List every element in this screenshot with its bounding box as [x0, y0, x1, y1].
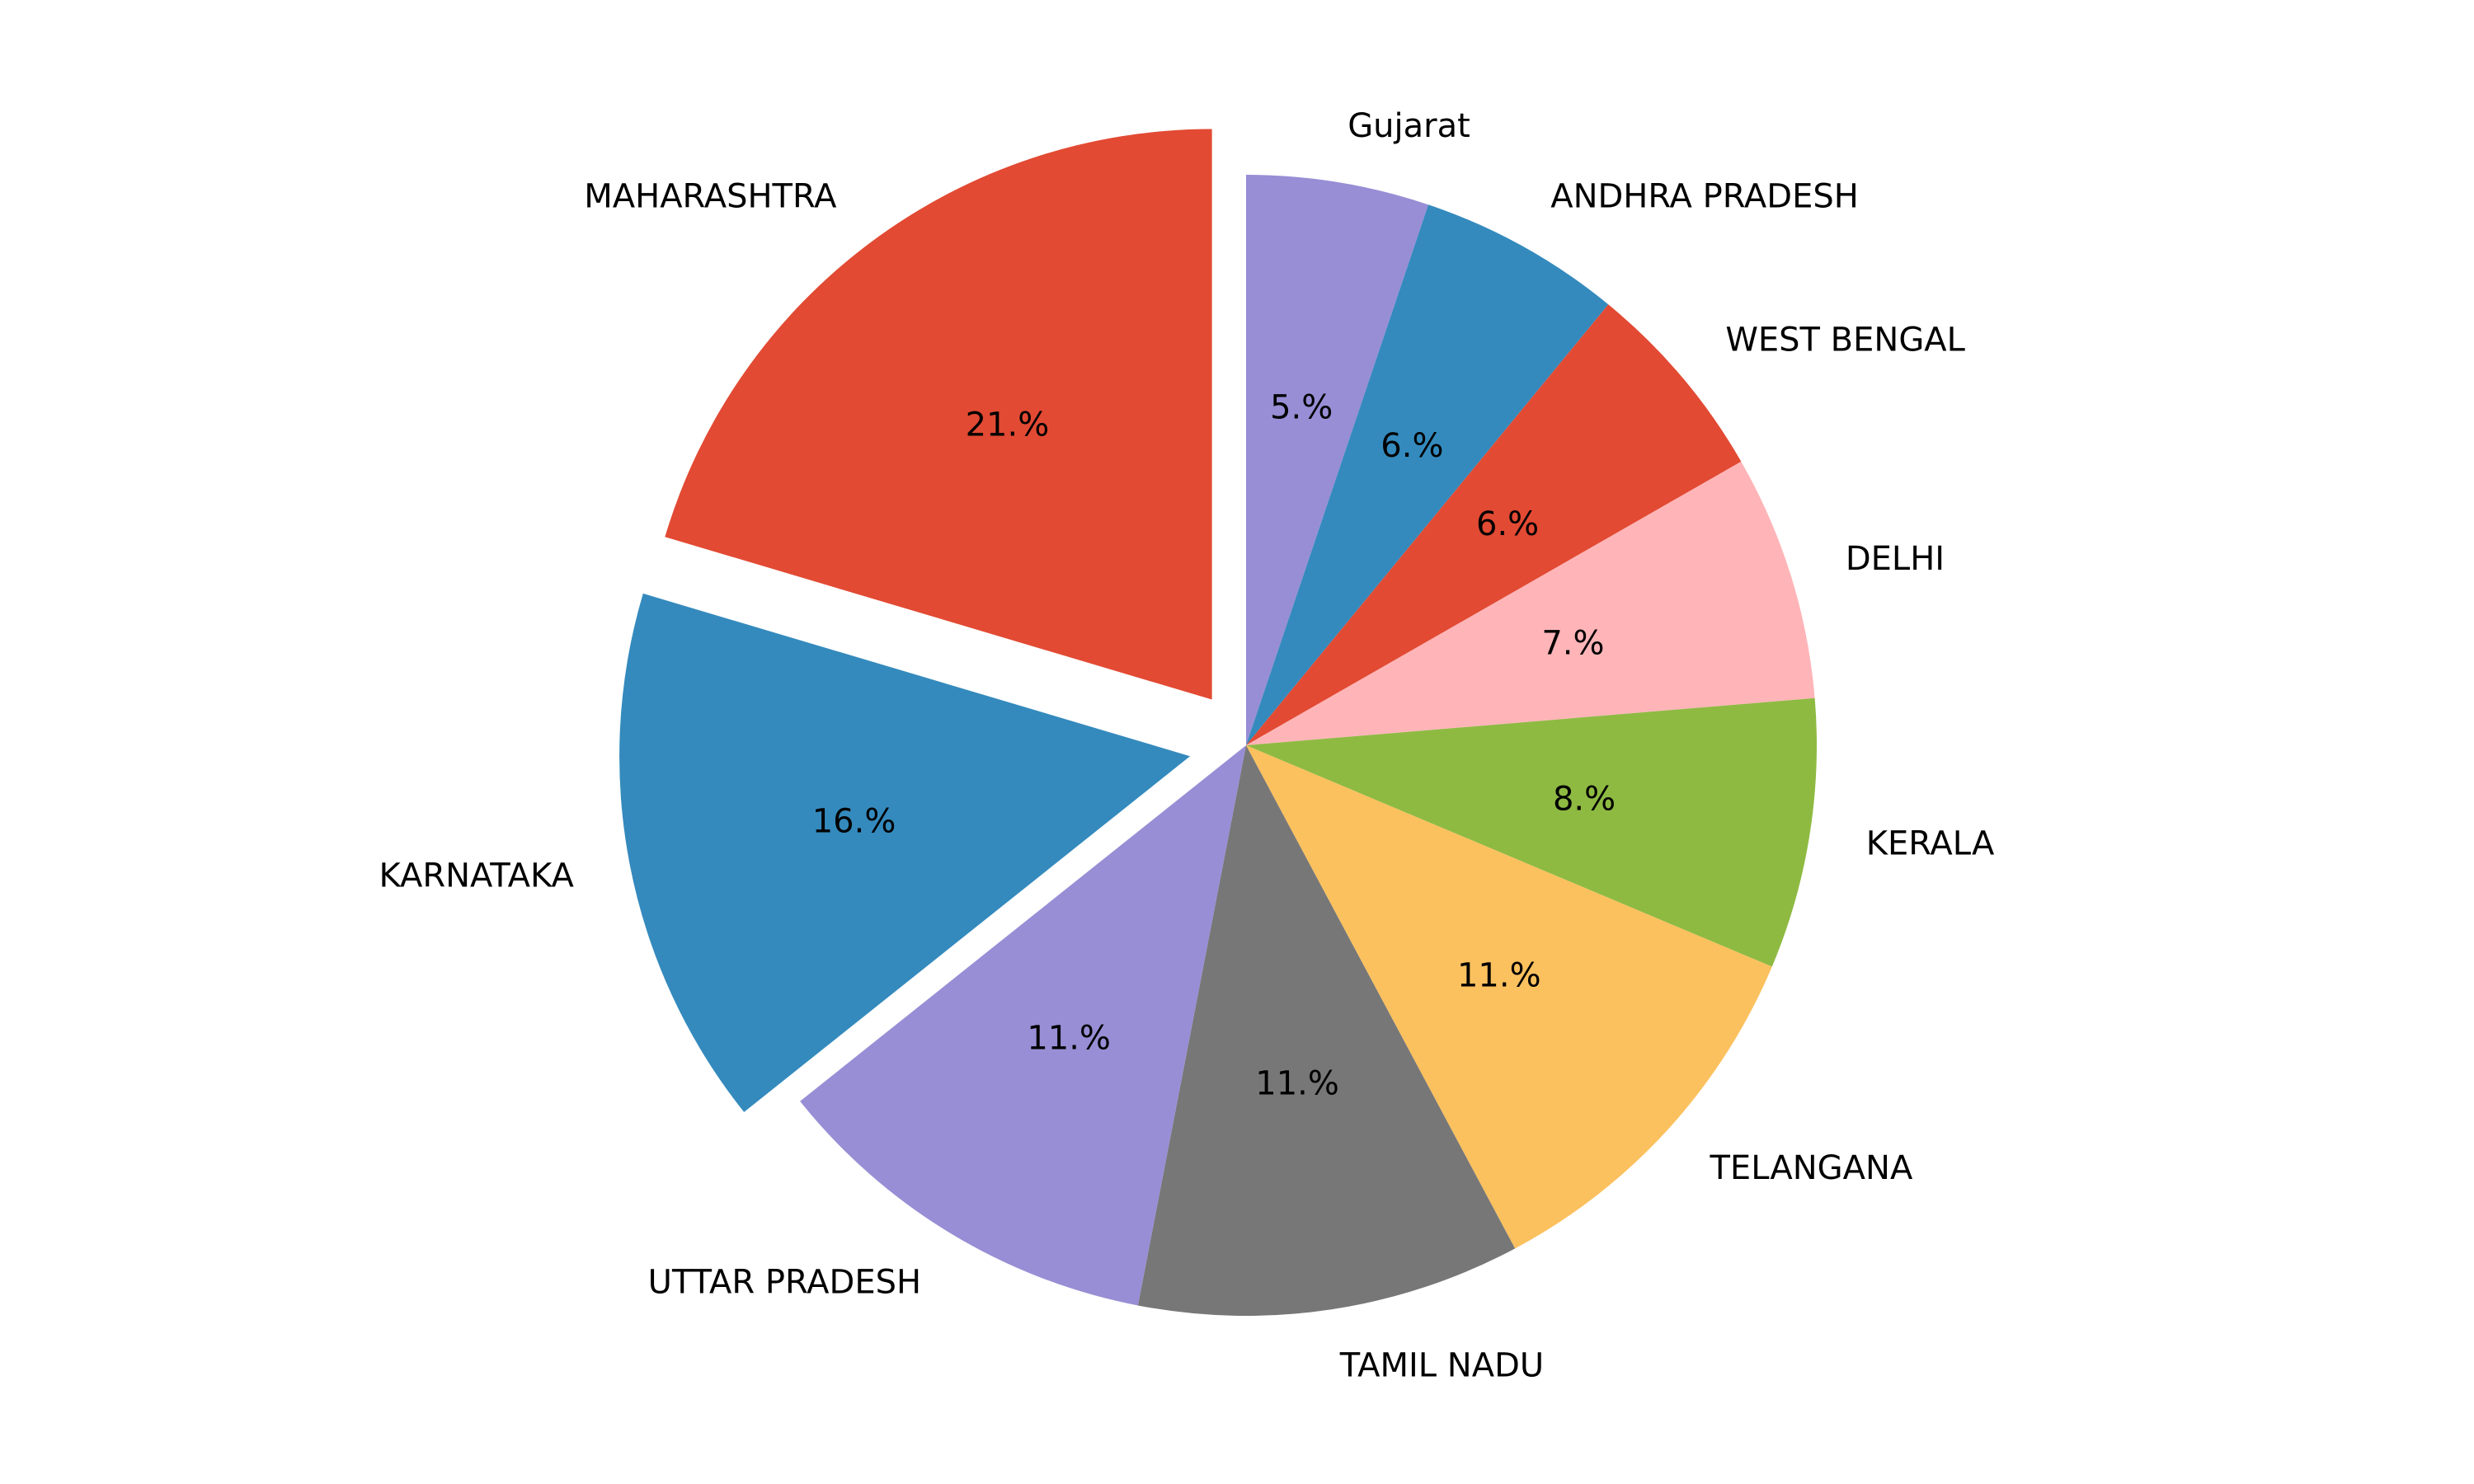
slice-label-delhi: DELHI [1846, 540, 1945, 578]
pie-slice-karnataka [619, 593, 1191, 1112]
slice-label-gujarat: Gujarat [1348, 107, 1470, 145]
pct-label-andhra-pradesh: 6.% [1380, 427, 1443, 465]
pie-slice-andhra-pradesh [1246, 204, 1609, 746]
pie-slice-tamil-nadu [1137, 745, 1516, 1316]
slice-label-uttar-pradesh: UTTAR PRADESH [648, 1263, 921, 1301]
pct-label-kerala: 8.% [1553, 780, 1616, 818]
pie-slice-maharashtra [665, 129, 1212, 700]
pie-slice-uttar-pradesh [800, 745, 1246, 1306]
slice-label-andhra-pradesh: ANDHRA PRADESH [1550, 177, 1859, 215]
pie-labels: 5.% Gujarat 6.% ANDHRA PRADESH 6.% WEST BENGA… [379, 107, 1995, 1385]
slice-label-tamil-nadu: TAMIL NADU [1339, 1347, 1544, 1385]
slice-label-telangana: TELANGANA [1709, 1149, 1912, 1187]
pct-label-delhi: 7.% [1541, 625, 1604, 663]
pie-slice-kerala [1246, 697, 1817, 967]
slice-label-kerala: KERALA [1866, 825, 1995, 863]
pct-label-west-bengal: 6.% [1476, 505, 1539, 543]
pie-slice-delhi [1246, 461, 1815, 745]
pct-label-karnataka: 16.% [812, 803, 896, 841]
pct-label-telangana: 11.% [1457, 957, 1541, 995]
pct-label-tamil-nadu: 11.% [1255, 1065, 1339, 1103]
pie-slice-gujarat [1246, 175, 1429, 745]
slice-label-west-bengal: WEST BENGAL [1725, 322, 1965, 359]
pct-label-gujarat: 5.% [1270, 388, 1333, 426]
pie-slice-west-bengal [1246, 304, 1742, 745]
pct-label-maharashtra: 21.% [966, 406, 1050, 444]
slice-label-karnataka: KARNATAKA [379, 857, 574, 895]
pie-slice-telangana [1246, 745, 1772, 1249]
slice-label-maharashtra: MAHARASHTRA [584, 177, 837, 215]
pie-slices [619, 129, 1817, 1316]
pct-label-uttar-pradesh: 11.% [1027, 1019, 1111, 1057]
